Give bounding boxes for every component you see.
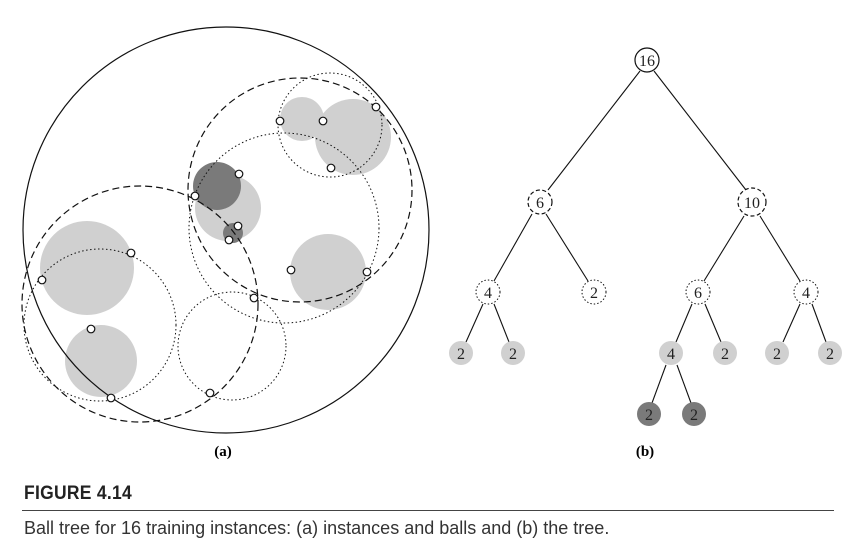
node-circle	[637, 402, 661, 426]
instance-point	[190, 191, 200, 201]
node-label: 10	[744, 195, 760, 212]
leaf-ball	[280, 97, 324, 141]
instance-point	[286, 265, 296, 275]
node-circle	[793, 279, 819, 305]
node-circle	[581, 279, 607, 305]
tree-node-level3: 2	[765, 341, 789, 365]
tree-edge	[545, 213, 589, 282]
tree-node-level2: 4	[793, 279, 819, 305]
tree-node-root: 16	[634, 47, 660, 73]
tree-edge	[811, 303, 827, 343]
tree-edge	[704, 303, 722, 343]
tree-edge	[493, 303, 510, 343]
tree-edge	[759, 215, 801, 282]
tree-edge	[465, 303, 484, 343]
tree-edge	[493, 213, 533, 282]
caption-divider	[22, 510, 834, 511]
instance-point	[362, 267, 372, 277]
instance-points	[37, 102, 381, 403]
node-circle	[737, 187, 767, 217]
node-circle	[475, 279, 501, 305]
tree-edge	[653, 70, 747, 191]
tree-node-level2: 2	[581, 279, 607, 305]
tree-edge	[675, 303, 693, 343]
node-label: 2	[457, 346, 465, 363]
leaf-ball	[40, 221, 134, 315]
tree-node-level2: 4	[475, 279, 501, 305]
node-label: 2	[590, 285, 598, 302]
panel-a-label: (a)	[214, 444, 232, 460]
node-circle	[527, 189, 553, 215]
instance-point	[326, 163, 336, 173]
node-circle	[682, 402, 706, 426]
tree-node-level4: 2	[637, 402, 661, 426]
tree-node-level3: 2	[818, 341, 842, 365]
node-label: 16	[639, 53, 655, 70]
instance-point	[224, 235, 234, 245]
tree-edge	[676, 364, 692, 404]
instance-point	[318, 116, 328, 126]
instance-point	[234, 169, 244, 179]
tree-node-level3: 2	[449, 341, 473, 365]
node-label: 6	[536, 195, 544, 212]
tree-edge	[703, 215, 745, 282]
tree-edge	[782, 303, 801, 343]
node-label: 2	[826, 346, 834, 363]
instance-point	[86, 324, 96, 334]
node-circle	[765, 341, 789, 365]
node-circle	[685, 279, 711, 305]
ball-dotted	[23, 248, 177, 402]
node-circle	[659, 341, 683, 365]
tree-node-level1: 10	[737, 187, 767, 217]
ball-dashed	[187, 77, 413, 303]
instance-point	[249, 293, 259, 303]
instance-point	[371, 102, 381, 112]
node-label: 4	[802, 285, 810, 302]
node-label: 2	[721, 346, 729, 363]
instance-point	[233, 221, 243, 231]
leaf-ball	[65, 325, 137, 397]
figure-caption: Ball tree for 16 training instances: (a)…	[24, 518, 610, 538]
tree-node-level3: 2	[501, 341, 525, 365]
node-label: 2	[645, 407, 653, 424]
panel-b-label: (b)	[636, 444, 654, 460]
root-ball	[22, 26, 430, 434]
node-circle	[713, 341, 737, 365]
tree-edges	[465, 70, 827, 404]
ball-dashed	[21, 185, 259, 423]
tree-node-level1: 6	[527, 189, 553, 215]
panel-b-tree: 16 6 10 4 2 6 4 2	[449, 47, 842, 460]
ball-dotted	[277, 72, 383, 178]
tree-node-level2: 6	[685, 279, 711, 305]
instance-point	[205, 388, 215, 398]
node-label: 4	[667, 346, 675, 363]
figure-title: FIGURE 4.14	[24, 483, 132, 504]
instance-point	[37, 275, 47, 285]
tree-node-level3: 4	[659, 341, 683, 365]
instance-point	[275, 116, 285, 126]
tree-node-level4: 2	[682, 402, 706, 426]
node-circle	[818, 341, 842, 365]
node-label: 6	[694, 285, 702, 302]
tree-node-level3: 2	[713, 341, 737, 365]
leaf-ball	[315, 99, 391, 175]
node-circle	[449, 341, 473, 365]
tree-edge	[651, 364, 667, 404]
node-label: 2	[773, 346, 781, 363]
node-circle	[634, 47, 660, 73]
node-label: 2	[690, 407, 698, 424]
instance-point	[126, 248, 136, 258]
node-label: 4	[484, 285, 492, 302]
node-circle	[501, 341, 525, 365]
ball-dotted	[177, 291, 287, 401]
panel-a-balls: (a)	[21, 26, 430, 460]
leaf-ball-dark	[193, 162, 241, 210]
ball-dotted	[188, 132, 380, 324]
tree-edge	[547, 70, 641, 191]
instance-point	[106, 393, 116, 403]
node-label: 2	[509, 346, 517, 363]
